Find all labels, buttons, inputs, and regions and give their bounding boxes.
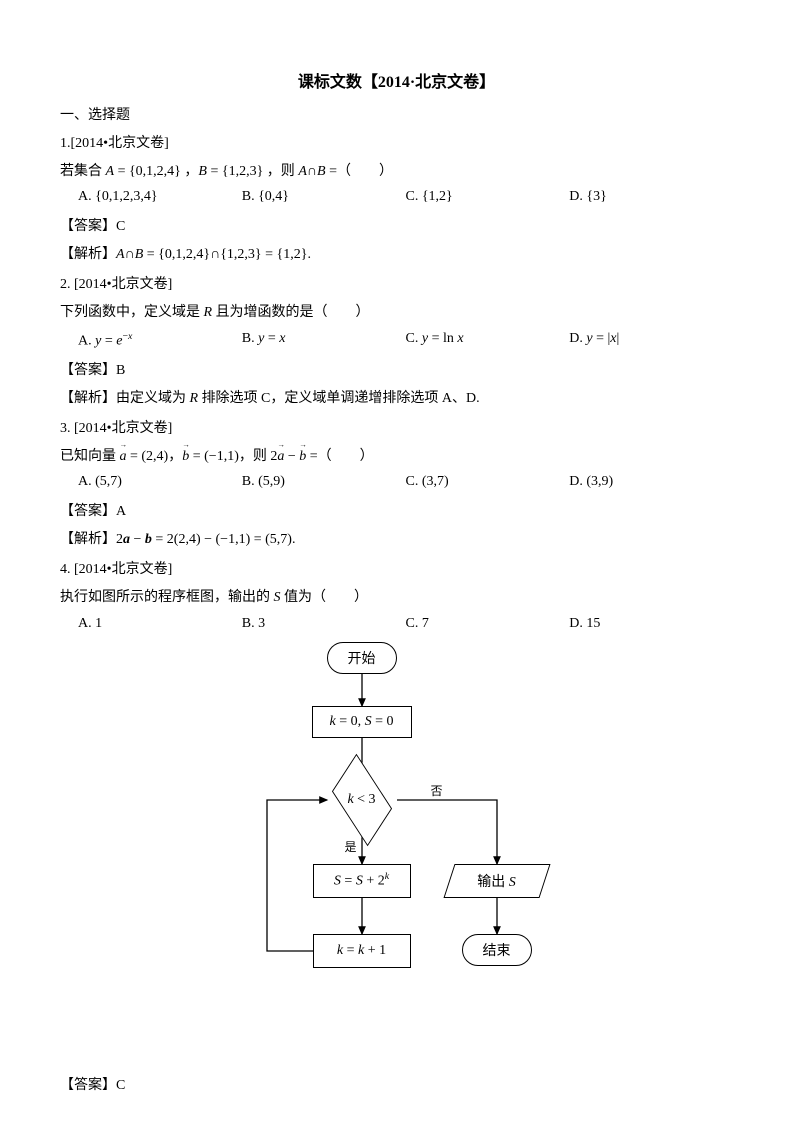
q2-opt-b: B. y = x xyxy=(242,331,406,350)
q3-stem: 已知向量 a = (2,4)，b = (−1,1)，则 2a − b =（ ） xyxy=(60,445,733,469)
answer-label: 【答案】 xyxy=(60,504,116,519)
q4-opt-c: C. 7 xyxy=(406,616,570,632)
q2-opt-a: A. y = e−x xyxy=(78,331,242,350)
node-calc-label: S = S + 2k xyxy=(334,871,389,890)
node-out-label: 输出 S xyxy=(477,871,516,891)
q4-tag: 4. [2014•北京文卷] xyxy=(60,558,733,582)
node-cond-label: k < 3 xyxy=(347,792,375,808)
q2-options: A. y = e−x B. y = x C. y = ln x D. y = |… xyxy=(60,331,733,350)
answer-value: C xyxy=(116,219,125,234)
node-inc: k = k + 1 xyxy=(313,934,411,968)
answer-value: C xyxy=(116,1078,125,1093)
node-start-label: 开始 xyxy=(348,648,376,668)
q3-opt-a: A. (5,7) xyxy=(78,474,242,490)
q3-opt-c: C. (3,7) xyxy=(406,474,570,490)
analysis-label: 【解析】 xyxy=(60,532,116,547)
q1-tag: 1.[2014•北京文卷] xyxy=(60,132,733,156)
section-heading: 一、选择题 xyxy=(60,104,733,128)
q2-answer: 【答案】B xyxy=(60,359,733,383)
q2-stem: 下列函数中，定义域是 R 且为增函数的是（ ） xyxy=(60,301,733,325)
q1-opt-a: A. {0,1,2,3,4} xyxy=(78,189,242,205)
q4-options: A. 1 B. 3 C. 7 D. 15 xyxy=(60,616,733,632)
q3-tag: 3. [2014•北京文卷] xyxy=(60,417,733,441)
q3-opt-b: B. (5,9) xyxy=(242,474,406,490)
analysis-text: 2a − b = 2(2,4) − (−1,1) = (5,7). xyxy=(116,532,295,547)
node-calc: S = S + 2k xyxy=(313,864,411,898)
q4-opt-b: B. 3 xyxy=(242,616,406,632)
node-inc-label: k = k + 1 xyxy=(337,943,386,959)
analysis-label: 【解析】 xyxy=(60,391,116,406)
q1-opt-c: C. {1,2} xyxy=(406,189,570,205)
q2-opt-c: C. y = ln x xyxy=(406,331,570,350)
edge-label-yes: 是 xyxy=(345,838,357,855)
node-start: 开始 xyxy=(327,642,397,674)
analysis-text: A∩B = {0,1,2,4}∩{1,2,3} = {1,2}. xyxy=(116,247,311,262)
q1-analysis: 【解析】A∩B = {0,1,2,4}∩{1,2,3} = {1,2}. xyxy=(60,243,733,267)
q2-opt-d: D. y = |x| xyxy=(569,331,733,350)
q3-options: A. (5,7) B. (5,9) C. (3,7) D. (3,9) xyxy=(60,474,733,490)
answer-value: B xyxy=(116,363,125,378)
q1-options: A. {0,1,2,3,4} B. {0,4} C. {1,2} D. {3} xyxy=(60,189,733,205)
node-init: k = 0, S = 0 xyxy=(312,706,412,738)
analysis-label: 【解析】 xyxy=(60,247,116,262)
q4-opt-d: D. 15 xyxy=(569,616,733,632)
q1-opt-d: D. {3} xyxy=(569,189,733,205)
analysis-text: 由定义域为 R 排除选项 C，定义域单调递增排除选项 A、D. xyxy=(116,391,480,406)
q4-stem: 执行如图所示的程序框图，输出的 S 值为（ ） xyxy=(60,586,733,610)
edge-label-no: 否 xyxy=(431,782,443,799)
q2-tag: 2. [2014•北京文卷] xyxy=(60,273,733,297)
q2-analysis: 【解析】由定义域为 R 排除选项 C，定义域单调递增排除选项 A、D. xyxy=(60,387,733,411)
q1-opt-b: B. {0,4} xyxy=(242,189,406,205)
q4-opt-a: A. 1 xyxy=(78,616,242,632)
node-end-label: 结束 xyxy=(483,940,511,960)
q4-answer: 【答案】C xyxy=(60,1074,733,1098)
q3-analysis: 【解析】2a − b = 2(2,4) − (−1,1) = (5,7). xyxy=(60,528,733,552)
q1-answer: 【答案】C xyxy=(60,215,733,239)
edge-cond-out xyxy=(397,800,497,864)
answer-label: 【答案】 xyxy=(60,1078,116,1093)
answer-label: 【答案】 xyxy=(60,363,116,378)
node-cond: k < 3 xyxy=(330,778,394,822)
node-end: 结束 xyxy=(462,934,532,966)
page-title: 课标文数【2014·北京文卷】 xyxy=(60,68,733,92)
q3-opt-d: D. (3,9) xyxy=(569,474,733,490)
flowchart-arrows xyxy=(227,642,567,1052)
node-out: 输出 S xyxy=(449,864,545,898)
answer-value: A xyxy=(116,504,126,519)
answer-label: 【答案】 xyxy=(60,219,116,234)
flowchart: 开始 k = 0, S = 0 k < 3 S = S + 2k k = k +… xyxy=(227,642,567,1052)
q3-answer: 【答案】A xyxy=(60,500,733,524)
node-init-label: k = 0, S = 0 xyxy=(329,714,393,730)
q1-stem: 若集合 A = {0,1,2,4} ，B = {1,2,3} ，则 A∩B =（… xyxy=(60,160,733,184)
